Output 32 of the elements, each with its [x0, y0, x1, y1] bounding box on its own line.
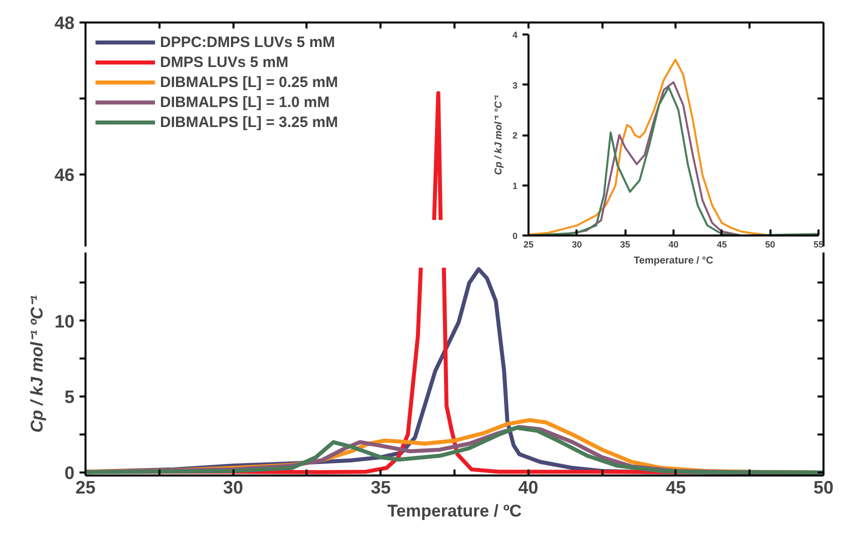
x-tick-label: 45 — [716, 240, 727, 250]
x-tick-label: 50 — [765, 240, 776, 250]
y-tick-label: 2 — [512, 130, 518, 140]
y-tick-label: 1 — [512, 180, 518, 191]
legend-label: DIBMALPS [L] = 0.25 mM — [160, 72, 338, 92]
y-axis-title: Cp / kJ mol⁻¹ ºC⁻¹ — [27, 295, 46, 433]
y-tick-label: 0 — [512, 231, 518, 241]
x-axis-title: Temperature / ºC — [387, 502, 522, 520]
legend-label: DIBMALPS [L] = 1.0 mM — [160, 92, 330, 112]
y-tick-label: 10 — [54, 311, 75, 332]
y-tick-label: 3 — [512, 80, 518, 90]
x-tick-label: 35 — [370, 478, 391, 498]
legend-label: DPPC:DMPS LUVs 5 mM — [160, 32, 336, 52]
x-tick-label: 35 — [620, 240, 630, 250]
x-tick-label: 45 — [666, 478, 686, 498]
x-tick-label: 40 — [518, 478, 538, 498]
legend-label: DMPS LUVs 5 mM — [160, 52, 288, 72]
legend-label: DIBMALPS [L] = 3.25 mM — [160, 112, 338, 132]
x-tick-label: 30 — [572, 240, 582, 250]
x-tick-label: 40 — [668, 240, 679, 250]
x-tick-label: 25 — [523, 240, 534, 250]
x-axis-title: Temperature / °C — [634, 256, 714, 266]
y-tick-label: 46 — [54, 164, 75, 185]
y-tick-label: 48 — [54, 13, 75, 33]
y-tick-label: 4 — [512, 30, 518, 40]
x-tick-label: 25 — [75, 478, 96, 498]
x-tick-label: 55 — [813, 240, 824, 250]
x-tick-label: 50 — [813, 478, 834, 498]
y-tick-label: 0 — [64, 462, 75, 483]
y-tick-label: 5 — [64, 387, 75, 408]
y-axis-title: Cp / kJ mol⁻¹ °C⁻¹ — [493, 94, 504, 175]
x-tick-label: 30 — [223, 478, 244, 498]
